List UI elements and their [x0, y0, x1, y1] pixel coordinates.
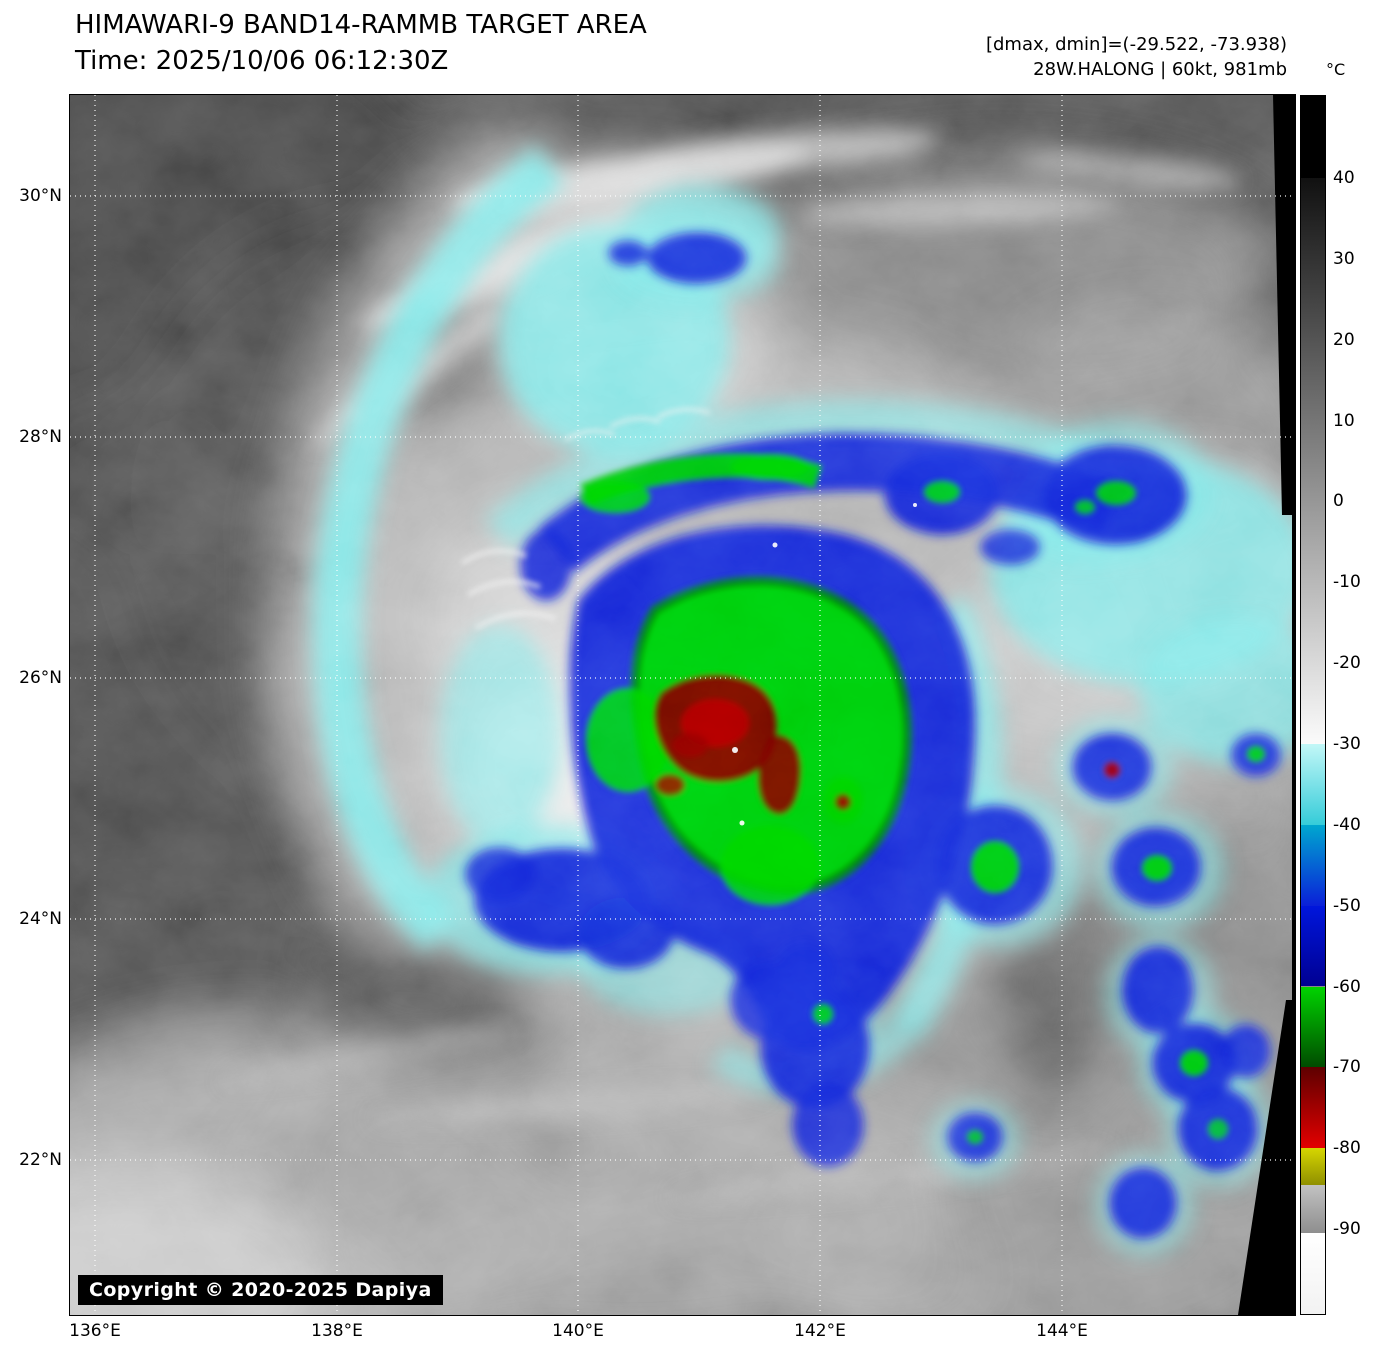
colorbar-tick-label: -20	[1333, 653, 1361, 674]
lat-label: 24°N	[19, 909, 62, 929]
colorbar-segment	[1301, 1067, 1325, 1149]
colorbar-tick-label: 0	[1333, 491, 1344, 512]
satellite-map	[69, 94, 1296, 1316]
colorbar-tick-label: -70	[1333, 1057, 1361, 1078]
copyright-badge: Copyright © 2020-2025 Dapiya	[78, 1275, 443, 1305]
colorbar-segment	[1301, 1184, 1325, 1234]
dmax-dmin-readout: [dmax, dmin]=(-29.522, -73.938)	[985, 34, 1287, 55]
colorbar-tick-label: 40	[1333, 168, 1355, 188]
colorbar-tick-label: 10	[1333, 410, 1355, 431]
lat-label: 22°N	[19, 1150, 62, 1170]
lon-label: 140°E	[552, 1321, 604, 1341]
lon-label: 144°E	[1036, 1321, 1088, 1341]
timestamp: Time: 2025/10/06 06:12:30Z	[75, 46, 449, 76]
colorbar-tick-label: 30	[1333, 248, 1355, 269]
colorbar-segment	[1301, 96, 1325, 178]
lat-label: 30°N	[19, 186, 62, 206]
colorbar-tick-label: -90	[1333, 1219, 1361, 1240]
colorbar-tick-label: -30	[1333, 733, 1361, 754]
colorbar-tick-label: -50	[1333, 895, 1361, 916]
colorbar-unit-label: °C	[1326, 60, 1346, 79]
colorbar-tick-label: -60	[1333, 976, 1361, 997]
lat-label: 26°N	[19, 668, 62, 688]
lon-label: 138°E	[311, 1321, 363, 1341]
satellite-image	[70, 95, 1295, 1315]
lon-label: 142°E	[794, 1321, 846, 1341]
colorbar-segment	[1301, 986, 1325, 1068]
lat-label: 28°N	[19, 427, 62, 447]
page-title: HIMAWARI-9 BAND14-RAMMB TARGET AREA	[75, 10, 647, 40]
colorbar-tick-labels: 40 30 20 10 0 -10 -20 -30 -40 -50 -60 -70 -80 -90	[1333, 95, 1390, 1315]
colorbar-gradient-wrap	[1300, 95, 1326, 1315]
colorbar-segment	[1301, 1148, 1325, 1185]
texture-noise-coarse	[70, 95, 1295, 1315]
colorbar-segment	[1301, 178, 1325, 744]
colorbar-segment	[1301, 1233, 1325, 1314]
colorbar-segment	[1301, 743, 1325, 825]
colorbar-tick-label: -40	[1333, 814, 1361, 835]
scan-edge	[1238, 95, 1295, 1315]
colorbar-segment	[1301, 824, 1325, 906]
lon-label: 136°E	[69, 1321, 121, 1341]
colorbar-tick-label: -80	[1333, 1138, 1361, 1159]
graticule	[70, 95, 1295, 1315]
colorbar-tick-label: 20	[1333, 329, 1355, 350]
colorbar-tick-label: -10	[1333, 572, 1361, 593]
storm-info: 28W.HALONG | 60kt, 981mb	[1033, 59, 1287, 80]
colorbar-segment	[1301, 905, 1325, 987]
colorbar	[1301, 96, 1325, 1314]
